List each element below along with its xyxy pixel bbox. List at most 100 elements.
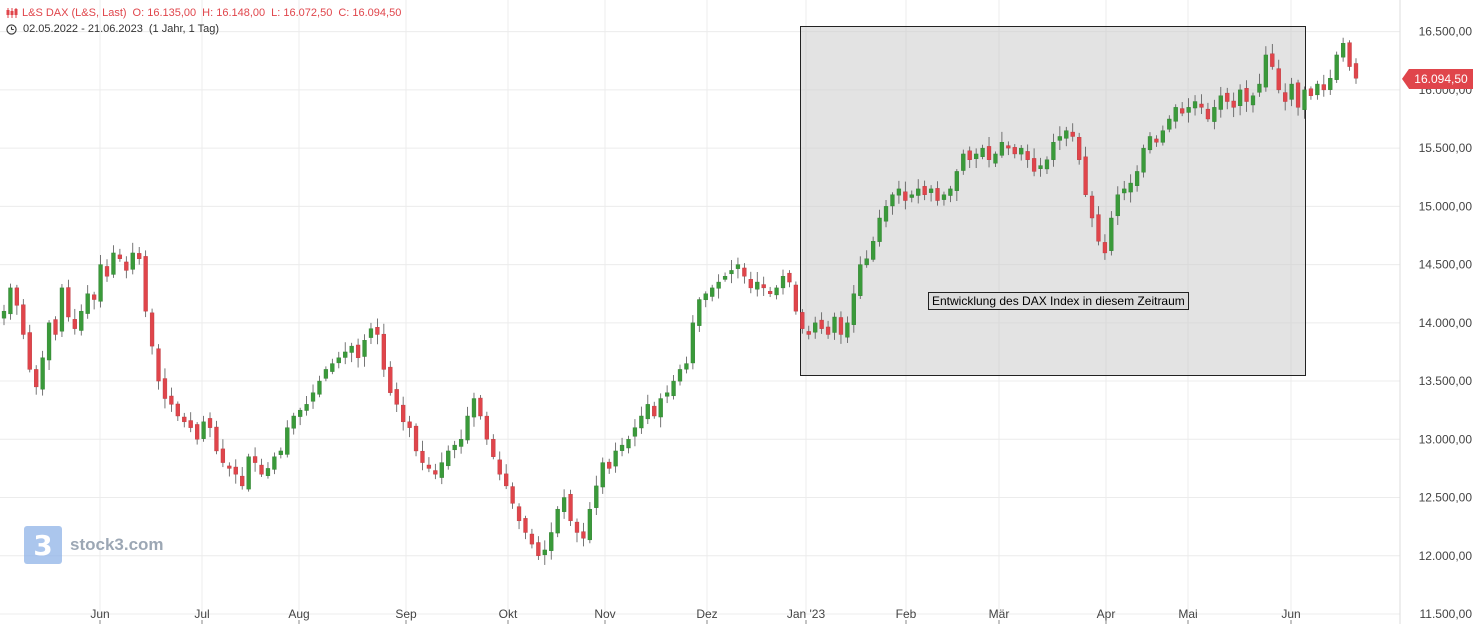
candle-body bbox=[368, 328, 374, 338]
candle-body bbox=[452, 444, 457, 451]
watermark: 3 stock3.com bbox=[24, 526, 164, 564]
x-tick-label: Aug bbox=[288, 607, 309, 621]
candle-body bbox=[8, 287, 13, 315]
candle bbox=[1167, 115, 1172, 133]
candle bbox=[774, 285, 779, 300]
candle bbox=[426, 457, 432, 473]
candle bbox=[613, 442, 618, 473]
candle-body bbox=[1334, 54, 1339, 80]
candle bbox=[864, 250, 869, 268]
candle-body bbox=[671, 380, 676, 397]
candle-body bbox=[413, 425, 419, 452]
candle-body bbox=[1096, 214, 1101, 242]
candle-body bbox=[1044, 159, 1050, 170]
candle-body bbox=[1154, 138, 1159, 143]
candle-body bbox=[27, 332, 32, 370]
candle-body bbox=[581, 531, 586, 539]
candle-body bbox=[594, 485, 599, 508]
candle-body bbox=[291, 415, 296, 429]
candle-body bbox=[66, 287, 71, 318]
candle-body bbox=[613, 450, 618, 467]
candle-body bbox=[523, 518, 528, 533]
candle-body bbox=[111, 252, 116, 275]
candle-body bbox=[471, 398, 477, 418]
candle-body bbox=[600, 462, 605, 488]
candle-body bbox=[645, 404, 650, 420]
candle bbox=[961, 149, 966, 175]
high-value: H: 16.148,00 bbox=[202, 7, 266, 19]
candle-body bbox=[1199, 103, 1204, 108]
candle bbox=[561, 489, 567, 519]
candle bbox=[66, 279, 71, 322]
candle-body bbox=[1109, 217, 1114, 251]
candle bbox=[21, 299, 26, 340]
close-value: C: 16.094,50 bbox=[338, 7, 402, 19]
candle-body bbox=[1308, 88, 1314, 96]
candle-body bbox=[574, 521, 580, 533]
candle-body bbox=[690, 322, 696, 364]
candle-body bbox=[252, 456, 258, 463]
candle bbox=[523, 515, 528, 540]
x-tick-label: Jun bbox=[1281, 607, 1300, 621]
candle bbox=[446, 445, 451, 470]
candle-body bbox=[362, 340, 367, 357]
last-price-pointer-icon bbox=[1402, 68, 1409, 89]
candle-body bbox=[1257, 83, 1262, 93]
candle bbox=[851, 285, 856, 333]
candle bbox=[458, 429, 464, 454]
low-value: L: 16.072,50 bbox=[271, 7, 333, 19]
candle-body bbox=[825, 326, 831, 335]
candle-body bbox=[941, 194, 947, 200]
candle-body bbox=[388, 366, 393, 393]
candle bbox=[195, 422, 200, 445]
candle-body bbox=[787, 272, 792, 283]
candle-body bbox=[265, 468, 271, 476]
candle-body bbox=[124, 261, 129, 271]
candle bbox=[1096, 206, 1101, 246]
candle-body bbox=[484, 415, 489, 440]
y-tick-label: 11.500,00 bbox=[1420, 607, 1473, 621]
y-tick-label: 16.500,00 bbox=[1419, 25, 1473, 39]
candle-body bbox=[1083, 156, 1088, 195]
annotation-rectangle[interactable] bbox=[800, 26, 1306, 376]
candle-body bbox=[59, 287, 65, 332]
candle-body bbox=[761, 284, 766, 289]
instrument-header[interactable]: L&S DAX (L&S, Last) O: 16.135,00 H: 16.1… bbox=[6, 7, 407, 19]
candle bbox=[639, 406, 644, 434]
candle bbox=[1328, 69, 1333, 95]
candle bbox=[1212, 99, 1217, 130]
candle bbox=[941, 191, 947, 206]
candle-body bbox=[304, 404, 309, 411]
candle-body bbox=[1077, 137, 1082, 160]
candle bbox=[201, 415, 206, 442]
candle bbox=[903, 181, 908, 210]
candle bbox=[1289, 77, 1294, 107]
candle bbox=[954, 169, 959, 202]
candle bbox=[1031, 148, 1037, 177]
candle bbox=[626, 435, 631, 454]
candle-body bbox=[922, 186, 927, 195]
y-tick-label: 15.000,00 bbox=[1419, 199, 1473, 213]
annotation-label[interactable]: Entwicklung des DAX Index in diesem Zeit… bbox=[928, 292, 1189, 310]
timeframe-header[interactable]: 02.05.2022 - 21.06.2023 (1 Jahr, 1 Tag) bbox=[6, 23, 225, 35]
candle-body bbox=[999, 142, 1005, 156]
candle-body bbox=[98, 264, 103, 302]
candle-body bbox=[195, 424, 200, 440]
candle-body bbox=[510, 486, 515, 504]
candle bbox=[909, 190, 914, 203]
candle-body bbox=[381, 333, 386, 370]
candle bbox=[1044, 156, 1050, 174]
candle bbox=[1263, 46, 1268, 92]
candle-body bbox=[104, 266, 110, 277]
candle-body bbox=[298, 409, 303, 417]
candle-body bbox=[497, 459, 502, 475]
x-tick-label: Mär bbox=[989, 607, 1010, 621]
candle-body bbox=[1025, 151, 1030, 160]
candle-body bbox=[1141, 147, 1146, 173]
candle bbox=[986, 136, 992, 168]
candle bbox=[896, 180, 902, 204]
candle-body bbox=[838, 317, 844, 335]
candle-body bbox=[1328, 78, 1333, 90]
candle-body bbox=[188, 420, 193, 428]
